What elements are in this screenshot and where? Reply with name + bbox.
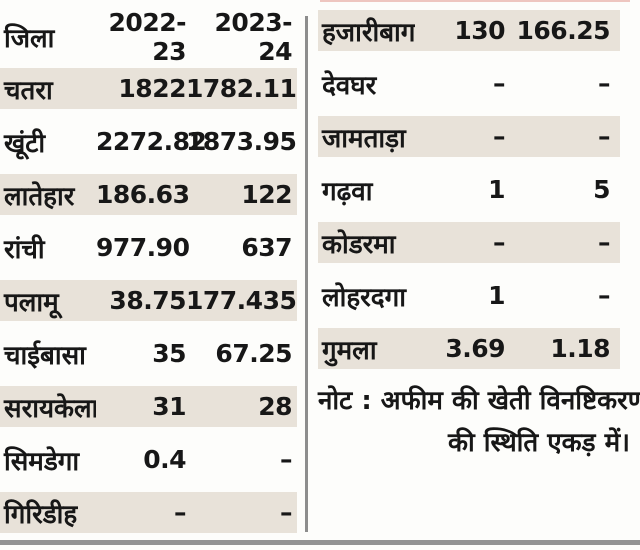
- table-row: कोडरमा – –: [318, 216, 620, 269]
- table-row: हजारीबाग 130 166.25: [318, 4, 620, 57]
- value-2022-23-cell: 0.4: [143, 445, 186, 474]
- table-row: देवघर – –: [318, 57, 620, 110]
- table-row: चतरा 1822 1782.11: [0, 62, 297, 115]
- footnote: नोट : अफीम की खेती विनष्टिकरण की स्थिति …: [318, 380, 640, 464]
- value-2023-24-cell: 1782.11: [186, 74, 297, 103]
- district-name-cell: सरायकेला: [4, 393, 96, 424]
- value-2023-24-cell: –: [598, 69, 611, 98]
- right-table: हजारीबाग 130 166.25 देवघर – – जामताड़ा –…: [318, 4, 620, 375]
- value-2023-24-cell: 122: [241, 180, 292, 209]
- value-2023-24-cell: –: [598, 281, 611, 310]
- value-2022-23-cell: 38.75: [109, 286, 186, 315]
- district-name-cell: खूंटी: [4, 128, 46, 159]
- value-2023-24-cell: –: [598, 122, 611, 151]
- district-name-cell: चाईबासा: [4, 340, 86, 371]
- left-table: जिला 2022-23 2023-24 चतरा 1822 1782.11 ख…: [0, 8, 297, 539]
- value-2023-24-cell: 1.18: [550, 334, 610, 363]
- table-header-row: जिला 2022-23 2023-24: [0, 8, 297, 66]
- value-2023-24-cell: 177.435: [186, 286, 297, 315]
- column-divider: [305, 16, 308, 532]
- value-2022-23-cell: –: [493, 122, 506, 151]
- value-2022-23-cell: –: [493, 228, 506, 257]
- district-name-cell: सिमडेगा: [4, 446, 80, 477]
- table-row: गिरिडीह – –: [0, 486, 297, 539]
- top-accent-line: [320, 0, 630, 2]
- table-row: जामताड़ा – –: [318, 110, 620, 163]
- value-2022-23-cell: 2272.82: [96, 127, 207, 156]
- value-2023-24-cell: 5: [593, 175, 610, 204]
- district-name-cell: देवघर: [322, 70, 377, 101]
- district-name-cell: हजारीबाग: [322, 17, 415, 48]
- footnote-line-1: नोट : अफीम की खेती विनष्टिकरण: [318, 386, 640, 416]
- table-row: लोहरदगा 1 –: [318, 269, 620, 322]
- value-2023-24-cell: 28: [258, 392, 292, 421]
- district-name-cell: चतरा: [4, 75, 53, 106]
- table-row: गढ़वा 1 5: [318, 163, 620, 216]
- table-row: पलामू 38.75 177.435: [0, 274, 297, 327]
- value-2023-24-cell: 637: [241, 233, 292, 262]
- district-name-cell: गुमला: [322, 335, 377, 366]
- district-name-cell: लातेहार: [4, 181, 75, 212]
- value-2023-24-cell: 166.25: [516, 16, 611, 45]
- bottom-rule: [0, 540, 640, 545]
- value-2022-23-cell: 31: [152, 392, 186, 421]
- value-2022-23-cell: 977.90: [96, 233, 190, 262]
- table-row: सिमडेगा 0.4 –: [0, 433, 297, 486]
- value-2023-24-cell: –: [598, 228, 611, 257]
- column-header-district: जिला: [4, 24, 55, 54]
- value-2022-23-cell: 1822: [118, 74, 186, 103]
- value-2023-24-cell: –: [280, 498, 293, 527]
- table-row: चाईबासा 35 67.25: [0, 327, 297, 380]
- value-2022-23-cell: 186.63: [96, 180, 190, 209]
- value-2023-24-cell: 1873.95: [186, 127, 297, 156]
- footnote-line-2: की स्थिति एकड़ में।: [447, 428, 630, 458]
- value-2022-23-cell: –: [493, 69, 506, 98]
- district-name-cell: गढ़वा: [322, 176, 373, 207]
- district-name-cell: गिरिडीह: [4, 499, 78, 530]
- value-2022-23-cell: 1: [488, 175, 505, 204]
- value-2022-23-cell: 3.69: [445, 334, 505, 363]
- table-row: रांची 977.90 637: [0, 221, 297, 274]
- table-row: सरायकेला 31 28: [0, 380, 297, 433]
- table-row: लातेहार 186.63 122: [0, 168, 297, 221]
- column-header-2023-24: 2023-24: [214, 8, 293, 66]
- district-name-cell: लोहरदगा: [322, 282, 406, 313]
- district-name-cell: कोडरमा: [322, 229, 396, 260]
- value-2023-24-cell: –: [280, 445, 293, 474]
- table-row: खूंटी 2272.82 1873.95: [0, 115, 297, 168]
- district-name-cell: पलामू: [4, 287, 59, 318]
- table-row: गुमला 3.69 1.18: [318, 322, 620, 375]
- district-name-cell: रांची: [4, 234, 45, 265]
- value-2022-23-cell: 35: [152, 339, 186, 368]
- value-2022-23-cell: –: [174, 498, 187, 527]
- column-header-2022-23: 2022-23: [108, 8, 187, 66]
- district-name-cell: जामताड़ा: [322, 123, 406, 154]
- value-2023-24-cell: 67.25: [215, 339, 292, 368]
- value-2022-23-cell: 130: [454, 16, 505, 45]
- value-2022-23-cell: 1: [488, 281, 505, 310]
